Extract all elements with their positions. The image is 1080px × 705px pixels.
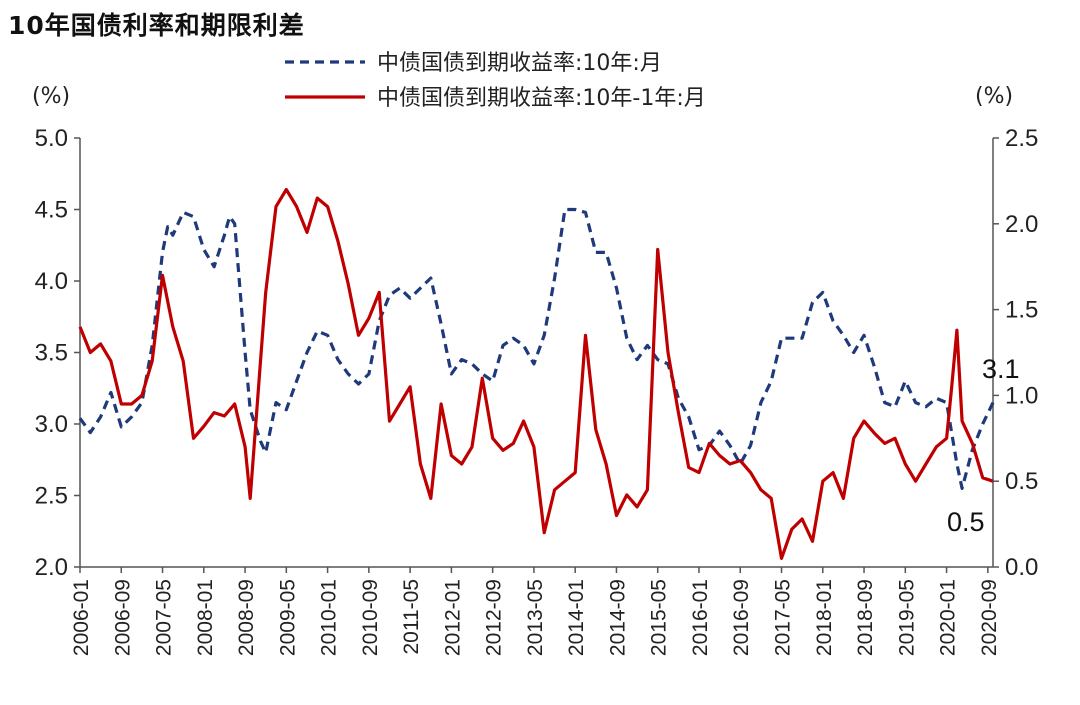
right-tick-label: 0.5 <box>1005 468 1038 495</box>
x-tick-label: 2010-09 <box>359 579 382 656</box>
x-tick-label: 2012-09 <box>483 579 506 656</box>
x-tick-label: 2020-01 <box>937 579 960 656</box>
x-tick-label: 2008-01 <box>194 579 217 656</box>
right-tick-label: 0.0 <box>1005 554 1038 581</box>
left-tick-label: 2.0 <box>35 554 68 581</box>
x-tick-label: 2020-09 <box>978 579 1001 656</box>
legend-label: 中债国债到期收益率:10年:月 <box>377 51 662 76</box>
x-tick-label: 2016-01 <box>689 579 712 656</box>
x-tick-label: 2012-01 <box>441 579 464 656</box>
x-tick-label: 2018-01 <box>813 579 836 656</box>
left-tick-label: 4.5 <box>35 197 68 224</box>
chart-title: 10年国债利率和期限利差 <box>8 11 305 40</box>
left-tick-label: 3.0 <box>35 411 68 438</box>
annotations: 3.1 0.5 <box>947 354 1020 537</box>
x-tick-label: 2018-09 <box>854 579 877 656</box>
right-tick-label: 1.0 <box>1005 382 1038 409</box>
series-layer <box>78 187 995 560</box>
x-tick-label: 2017-05 <box>772 579 795 656</box>
x-tick-label: 2008-09 <box>235 579 258 656</box>
x-tick-label: 2007-05 <box>153 579 176 656</box>
x-tick-label: 2013-05 <box>524 579 547 656</box>
right-axis-unit: (%) <box>975 84 1013 109</box>
x-tick-label: 2010-01 <box>318 579 341 656</box>
x-tick-label: 2015-05 <box>648 579 671 656</box>
legend-label: 中债国债到期收益率:10年-1年:月 <box>377 86 706 111</box>
x-tick-label: 2006-09 <box>111 579 134 656</box>
annotation-yield-end: 3.1 <box>982 354 1020 384</box>
x-tick-label: 2011-05 <box>400 579 423 655</box>
x-tick-label: 2009-05 <box>276 579 299 656</box>
left-axis-unit: (%) <box>32 84 70 109</box>
x-tick-label: 2019-05 <box>895 579 918 656</box>
x-tick-label: 2014-01 <box>565 579 588 656</box>
series-line-10y-1y-spread <box>78 187 994 560</box>
x-tick-label: 2006-01 <box>70 579 93 656</box>
x-tick-label: 2014-09 <box>606 579 629 656</box>
right-tick-label: 1.5 <box>1005 297 1038 324</box>
series-line-10y-yield <box>78 207 995 490</box>
left-tick-label: 4.0 <box>35 268 68 295</box>
left-tick-label: 5.0 <box>35 125 68 152</box>
axes: 5.0 4.5 4.0 3.5 3.0 2.5 2.0 2.5 2.0 1.5 1.0 0.5 0.0 (… <box>32 84 1038 656</box>
right-tick-label: 2.5 <box>1005 125 1038 152</box>
x-tick-label: 2016-09 <box>730 579 753 656</box>
left-tick-label: 3.5 <box>35 340 68 367</box>
right-tick-label: 2.0 <box>1005 211 1038 238</box>
annotation-spread-end: 0.5 <box>947 507 985 537</box>
left-tick-label: 2.5 <box>35 483 68 510</box>
